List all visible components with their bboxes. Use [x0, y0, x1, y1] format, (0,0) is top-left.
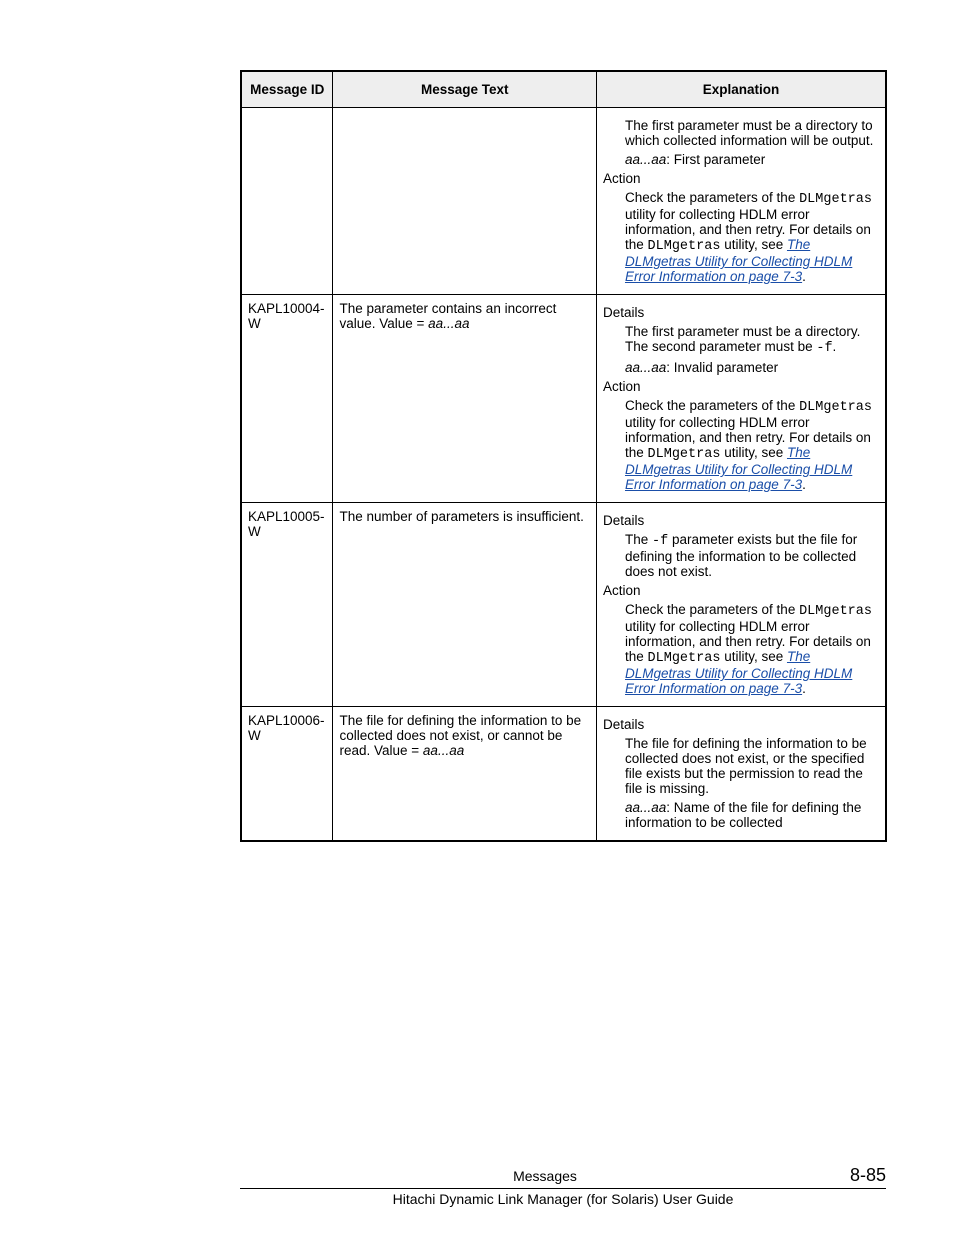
- table-header-row: Message ID Message Text Explanation: [241, 71, 886, 108]
- header-explanation: Explanation: [596, 71, 886, 108]
- cell-message-text: The number of parameters is insufficient…: [333, 503, 597, 707]
- details-label: Details: [603, 305, 879, 320]
- detail-text: The first parameter must be a directory …: [625, 118, 879, 148]
- detail-text: The -f parameter exists but the file for…: [625, 532, 879, 579]
- cell-explanation: Details The file for defining the inform…: [596, 707, 886, 842]
- page-number: 8-85: [850, 1165, 886, 1186]
- action-label: Action: [603, 171, 879, 186]
- param-line: aa...aa: Invalid parameter: [625, 360, 879, 375]
- detail-text: The first parameter must be a directory.…: [625, 324, 879, 356]
- param-line: aa...aa: Name of the file for defining t…: [625, 800, 879, 830]
- table-row: KAPL10006-W The file for defining the in…: [241, 707, 886, 842]
- details-label: Details: [603, 717, 879, 732]
- action-label: Action: [603, 583, 879, 598]
- footer-book-title: Hitachi Dynamic Link Manager (for Solari…: [240, 1191, 886, 1207]
- page-footer: Messages 8-85 Hitachi Dynamic Link Manag…: [68, 1165, 886, 1207]
- table-row: The first parameter must be a directory …: [241, 108, 886, 295]
- action-label: Action: [603, 379, 879, 394]
- messages-table: Message ID Message Text Explanation The …: [240, 70, 887, 842]
- param-line: aa...aa: First parameter: [625, 152, 879, 167]
- param-placeholder: aa...aa: [625, 800, 666, 815]
- param-placeholder: aa...aa: [625, 152, 666, 167]
- footer-section-name: Messages: [240, 1168, 850, 1184]
- cell-message-id: KAPL10004-W: [241, 295, 333, 503]
- param-desc: : First parameter: [666, 152, 765, 167]
- cell-explanation: The first parameter must be a directory …: [596, 108, 886, 295]
- header-message-id: Message ID: [241, 71, 333, 108]
- param-desc: : Invalid parameter: [666, 360, 778, 375]
- cell-message-text: The parameter contains an incorrect valu…: [333, 295, 597, 503]
- header-message-text: Message Text: [333, 71, 597, 108]
- cell-message-id: KAPL10006-W: [241, 707, 333, 842]
- cell-message-text: The file for defining the information to…: [333, 707, 597, 842]
- cell-explanation: Details The first parameter must be a di…: [596, 295, 886, 503]
- cell-message-id: [241, 108, 333, 295]
- table-row: KAPL10005-W The number of parameters is …: [241, 503, 886, 707]
- cell-message-id: KAPL10005-W: [241, 503, 333, 707]
- param-placeholder: aa...aa: [625, 360, 666, 375]
- cell-explanation: Details The -f parameter exists but the …: [596, 503, 886, 707]
- cell-message-text: [333, 108, 597, 295]
- table-row: KAPL10004-W The parameter contains an in…: [241, 295, 886, 503]
- action-text: Check the parameters of the DLMgetras ut…: [625, 398, 879, 492]
- footer-divider: [240, 1188, 886, 1189]
- action-text: Check the parameters of the DLMgetras ut…: [625, 190, 879, 284]
- action-text: Check the parameters of the DLMgetras ut…: [625, 602, 879, 696]
- detail-text: The file for defining the information to…: [625, 736, 879, 796]
- details-label: Details: [603, 513, 879, 528]
